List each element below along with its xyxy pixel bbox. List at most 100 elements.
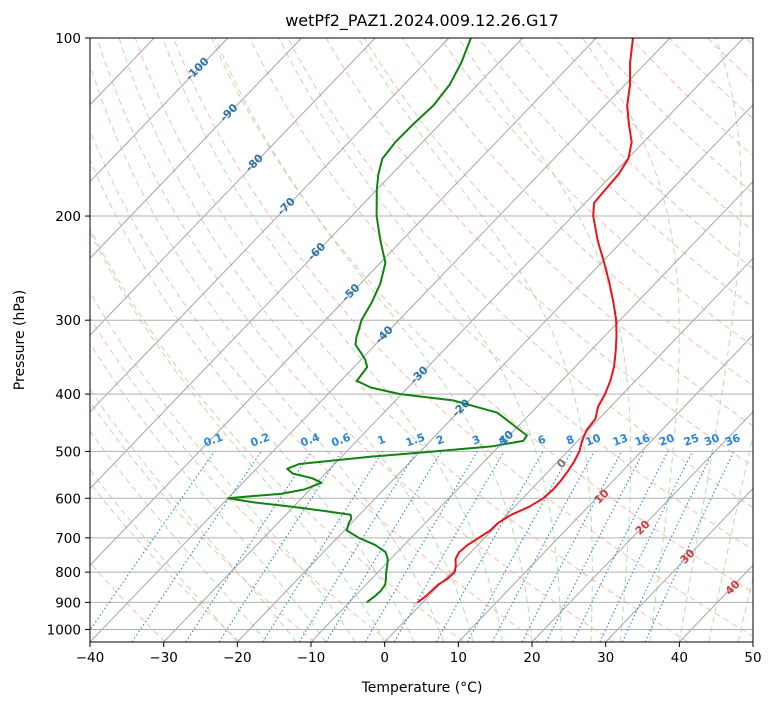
dry-adiabat (211, 38, 753, 594)
mixing-ratio-line (393, 451, 505, 642)
moist-adiabat (582, 38, 680, 642)
mixing-ratio-label: 0.4 (299, 431, 322, 450)
mixing-ratio-line (131, 451, 262, 642)
moist-adiabat (457, 38, 632, 642)
mixing-ratio-line (467, 451, 572, 642)
moist-adiabat (90, 290, 356, 642)
isotherm-line (90, 38, 597, 566)
mixing-ratio-line (185, 451, 312, 642)
dewpoint-profile (227, 38, 528, 604)
y-tick-label: 800 (55, 565, 81, 581)
dry-adiabat (90, 482, 241, 642)
mixing-ratio-line (298, 451, 417, 642)
mixing-ratio-label: 16 (633, 431, 652, 449)
mixing-ratio-label: 1 (376, 433, 388, 448)
isotherm-line (90, 38, 523, 490)
mixing-ratio-line (364, 451, 478, 642)
y-tick-label: 700 (55, 531, 81, 547)
moist-adiabat (162, 38, 503, 642)
mixing-ratio-label: 3 (470, 433, 482, 448)
y-tick-label: 200 (55, 209, 81, 225)
isotherm-line (605, 487, 753, 642)
x-tick-label: 20 (523, 650, 540, 666)
x-tick-label: 0 (380, 650, 389, 666)
moist-adiabat (90, 469, 238, 642)
dry-adiabat (90, 400, 316, 642)
dry-adiabat (134, 38, 689, 642)
isotherm-line (90, 38, 302, 260)
dry-adiabat (707, 38, 753, 83)
moist-adiabat (90, 231, 386, 642)
mixing-ratio-label: 1.5 (404, 431, 427, 450)
y-tick-label: 400 (55, 387, 81, 403)
y-tick-label: 500 (55, 444, 81, 460)
y-tick-label: 600 (55, 491, 81, 507)
isotherm-line (384, 257, 753, 642)
isotherm-line (236, 104, 753, 642)
y-tick-label: 900 (55, 595, 81, 611)
mixing-ratio-line (644, 451, 735, 642)
mixing-ratio-line (90, 451, 215, 632)
dry-adiabat (439, 38, 753, 347)
mixing-ratio-label: 25 (682, 431, 701, 448)
dry-adiabat (401, 38, 753, 387)
y-axis: 100 200 300 400 500 600 700 800 900 1000 (47, 31, 90, 638)
x-tick-label: −10 (297, 650, 326, 666)
mixing-ratio-label: 36 (723, 431, 742, 449)
y-axis-label: Pressure (hPa) (12, 290, 28, 390)
plot-frame (89, 37, 754, 643)
dry-adiabat (249, 38, 753, 551)
moist-adiabat (357, 38, 593, 642)
y-tick-label: 100 (55, 31, 81, 47)
mixing-ratio-label: 0.2 (249, 431, 272, 450)
mixing-ratio-label: 0.1 (202, 431, 225, 450)
moist-adiabat (118, 38, 474, 642)
dry-adiabat (90, 316, 390, 642)
moist-adiabat (708, 433, 753, 642)
dry-adiabat (90, 129, 540, 642)
mixing-ratio-line (621, 451, 714, 642)
isotherm-line (310, 180, 753, 642)
mixing-ratio-line (218, 451, 343, 642)
y-tick-label: 1000 (47, 622, 81, 638)
isotherm-line (90, 38, 376, 336)
mixing-ratio-line (521, 451, 622, 642)
isotherm-line (90, 38, 229, 183)
mixing-ratio-label: 0.6 (330, 431, 353, 450)
moist-adiabat (278, 38, 562, 642)
moist-adiabat (214, 38, 533, 642)
y-tick-label: 300 (55, 313, 81, 329)
isotherm-line (0, 38, 7, 642)
moist-adiabat (678, 38, 742, 642)
mixing-ratio-label: 13 (611, 431, 630, 448)
mixing-ratio-line (545, 451, 645, 642)
isotherm-line (163, 38, 744, 642)
dry-adiabat (287, 38, 753, 509)
mixing-ratio-label: 20 (657, 431, 676, 449)
isotherm-line (90, 38, 671, 642)
mixing-ratio-line (435, 451, 544, 642)
moist-adiabat (90, 388, 297, 642)
dry-adiabat (96, 38, 614, 642)
mixing-ratio-label: 30 (702, 431, 721, 449)
dry-adiabat (90, 227, 465, 642)
isotherm-line (457, 334, 753, 642)
dry-adiabat (363, 38, 753, 427)
mixing-ratio-line (325, 451, 442, 642)
x-tick-label: −30 (149, 650, 178, 666)
x-axis: −40 −30 −20 −10 0 10 20 30 40 50 (76, 642, 762, 666)
x-tick-label: 10 (450, 650, 467, 666)
mixing-ratio-line (491, 451, 595, 642)
x-tick-label: −20 (223, 650, 252, 666)
mixing-ratio-label: 4 (497, 433, 509, 448)
temperature-profile (416, 38, 634, 604)
isotherm-line (752, 641, 753, 642)
mixing-ratio-label: 10 (584, 431, 603, 449)
isotherm-line (90, 38, 450, 413)
data-series (227, 38, 634, 604)
wetbulb-label: 10 (592, 486, 612, 506)
x-tick-label: 40 (671, 650, 688, 666)
mixing-ratio-line (572, 451, 669, 642)
moist-adiabat (90, 342, 327, 642)
x-tick-label: 50 (744, 650, 761, 666)
